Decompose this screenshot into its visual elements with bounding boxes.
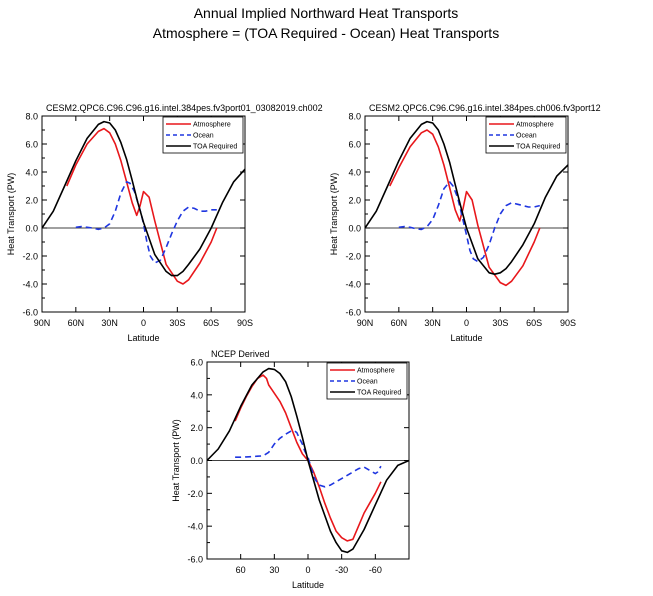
y-tick-label: -2.0 (187, 489, 203, 499)
y-axis-label: Heat Transport (PW) (6, 173, 16, 256)
legend-label: Atmosphere (357, 368, 395, 375)
legend-label: TOA Required (516, 144, 560, 151)
x-axis-label: Latitude (450, 333, 482, 343)
y-tick-label: -6.0 (187, 555, 203, 565)
y-tick-label: -4.0 (187, 522, 203, 532)
x-tick-label: 60N (391, 318, 408, 328)
y-axis-label: Heat Transport (PW) (171, 419, 181, 502)
x-tick-label: 90N (357, 318, 374, 328)
x-tick-label: 90S (560, 318, 576, 328)
y-tick-label: 0.0 (348, 224, 361, 234)
y-tick-label: -6.0 (345, 308, 361, 318)
series-line-atmosphere (234, 374, 382, 542)
y-tick-label: 8.0 (348, 112, 361, 122)
y-tick-label: -6.0 (22, 308, 38, 318)
x-axis-label: Latitude (292, 580, 324, 590)
x-tick-label: 30S (492, 318, 508, 328)
legend-label: Atmosphere (193, 122, 231, 129)
y-tick-label: 0.0 (190, 456, 203, 466)
y-tick-label: -2.0 (345, 252, 361, 262)
chart-title: NCEP Derived (211, 349, 269, 359)
x-tick-label: 30N (101, 318, 118, 328)
series-line-atmosphere (66, 127, 218, 285)
legend-label: Ocean (516, 133, 537, 140)
y-tick-label: 2.0 (190, 423, 203, 433)
x-tick-label: 60 (236, 565, 246, 575)
x-tick-label: 0 (141, 318, 146, 328)
x-tick-label: 0 (305, 565, 310, 575)
chart-title: CESM2.QPC6.C96.C96.g16.intel.384pes.ch00… (369, 103, 601, 113)
series-line-toa-required (42, 120, 245, 277)
legend-label: Ocean (193, 133, 214, 140)
y-tick-label: 2.0 (348, 196, 361, 206)
y-tick-label: 8.0 (25, 112, 38, 122)
chart-title: CESM2.QPC6.C96.C96.g16.intel.384pes.fv3p… (46, 103, 323, 113)
legend-label: Atmosphere (516, 122, 554, 129)
x-tick-label: -60 (369, 565, 382, 575)
legend-label: Ocean (357, 379, 378, 386)
y-tick-label: -4.0 (345, 280, 361, 290)
x-tick-label: 0 (464, 318, 469, 328)
y-tick-label: 0.0 (25, 224, 38, 234)
legend-label: TOA Required (193, 144, 237, 151)
x-tick-label: 90S (237, 318, 253, 328)
y-tick-label: 4.0 (25, 168, 38, 178)
x-tick-label: -30 (335, 565, 348, 575)
x-tick-label: 90N (34, 318, 51, 328)
x-tick-label: 30 (269, 565, 279, 575)
series-line-toa-required (365, 120, 568, 275)
x-axis-label: Latitude (127, 333, 159, 343)
x-tick-label: 60N (68, 318, 85, 328)
figure-title-line1: Annual Implied Northward Heat Transports (194, 5, 459, 21)
series-line-toa-required (207, 367, 409, 554)
y-tick-label: 6.0 (190, 358, 203, 368)
y-tick-label: -4.0 (22, 280, 38, 290)
y-tick-label: 4.0 (348, 168, 361, 178)
chart-panel-1: -6.0 -4.0 -2.0 0.0 2.0 4.0 6.0 8.0 90N 60N 30N 0 30S… (6, 103, 323, 343)
legend: Atmosphere Ocean TOA Required (485, 116, 567, 154)
legend: Atmosphere Ocean TOA Required (162, 116, 244, 154)
legend-label: TOA Required (357, 390, 401, 397)
y-tick-label: 4.0 (190, 390, 203, 400)
chart-panel-3: -6.0 -4.0 -2.0 0.0 2.0 4.0 6.0 60 30 0 -30 -60 NCEP … (171, 349, 410, 590)
y-tick-label: 2.0 (25, 196, 38, 206)
x-tick-label: 30S (169, 318, 185, 328)
y-tick-label: 6.0 (25, 140, 38, 150)
y-tick-label: 6.0 (348, 140, 361, 150)
figure-title-line2: Atmosphere = (TOA Required - Ocean) Heat… (153, 25, 499, 41)
chart-panels: -6.0 -4.0 -2.0 0.0 2.0 4.0 6.0 8.0 90N 60N 30N 0 30S… (6, 103, 601, 590)
x-tick-label: 30N (424, 318, 441, 328)
x-tick-label: 60S (203, 318, 219, 328)
y-tick-label: -2.0 (22, 252, 38, 262)
y-axis-label: Heat Transport (PW) (329, 173, 339, 256)
chart-panel-2: -6.0 -4.0 -2.0 0.0 2.0 4.0 6.0 8.0 90N 60N 30N 0 30S… (329, 103, 601, 343)
series-line-ocean (398, 181, 540, 263)
legend: Atmosphere Ocean TOA Required (326, 362, 408, 400)
x-tick-label: 60S (526, 318, 542, 328)
